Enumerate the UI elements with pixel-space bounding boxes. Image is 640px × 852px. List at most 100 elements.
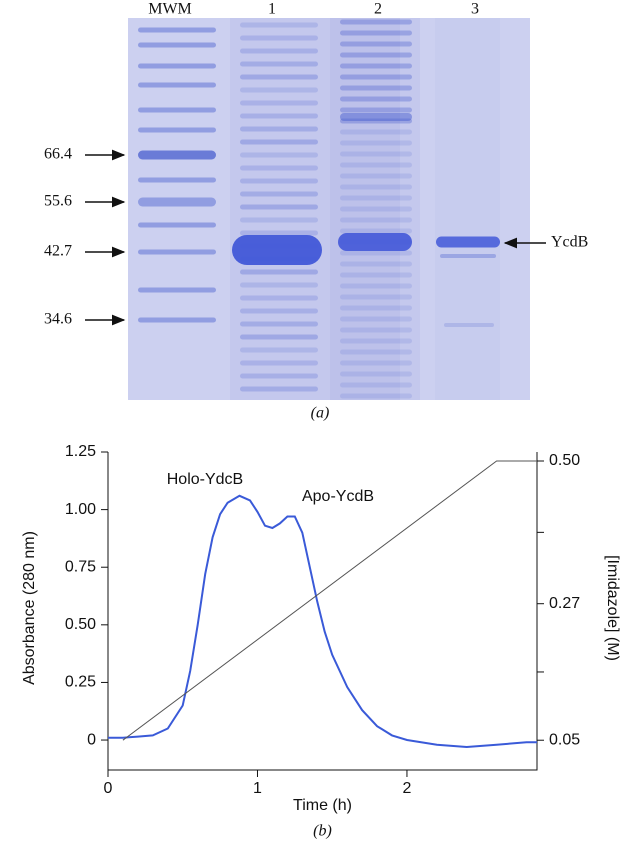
gel-band: [240, 35, 318, 41]
gel-band: [240, 308, 318, 314]
y-tick-label: 1.00: [65, 501, 96, 518]
gel-band: [340, 393, 412, 399]
gel-band: [338, 233, 412, 251]
gel-band: [240, 165, 318, 171]
gel-band: [240, 347, 318, 353]
x-tick-label: 2: [403, 780, 412, 797]
gel-band: [340, 107, 412, 113]
y2-tick-label: 0.50: [549, 452, 580, 469]
gel-band: [240, 126, 318, 132]
gel-lane: [230, 18, 400, 400]
gel-band: [340, 74, 412, 80]
gel-band: [340, 140, 412, 146]
gel-band: [240, 139, 318, 145]
gel-band: [240, 113, 318, 119]
gel-band: [340, 261, 412, 267]
axis-line: [107, 452, 538, 771]
absorbance-line: [108, 494, 537, 749]
lane-label: 1: [268, 1, 276, 18]
gel-band: [340, 173, 412, 179]
gel-band: [138, 177, 216, 183]
marker-label: 34.6: [44, 311, 72, 328]
gel-band: [340, 327, 412, 333]
gel-band: [138, 287, 216, 293]
gel-band: [340, 184, 412, 190]
annotation: Holo-YdcB: [167, 471, 243, 488]
x-axis-label: Time (h): [293, 797, 352, 814]
gel-band: [240, 295, 318, 301]
gel-band: [340, 250, 412, 256]
gel-band: [340, 30, 412, 36]
gel-band: [240, 100, 318, 106]
chart: 0 1 2 0 0.25 0.50 0.75 1.00 1.25 0.05 0.27 0.50 Holo…: [21, 443, 621, 839]
gel-band: [240, 373, 318, 379]
gel-band: [240, 22, 318, 28]
x-tick-label: 0: [104, 780, 113, 797]
y2-axis-label: [Imidazole] (M): [604, 555, 621, 661]
caption: (b): [313, 823, 332, 840]
gel-band: [138, 42, 216, 48]
caption: (a): [311, 405, 330, 422]
gradient-line: [122, 460, 537, 741]
gel-band: [138, 249, 216, 255]
gel-band: [340, 338, 412, 344]
gel-band: [240, 48, 318, 54]
gel-band: [340, 52, 412, 58]
gel-band: [240, 204, 318, 210]
gel-band: [340, 63, 412, 69]
gel-band: [340, 129, 412, 135]
gel-band: [138, 222, 216, 228]
gel-band: [340, 85, 412, 91]
gel-lane: [435, 18, 500, 400]
gel-band: [240, 334, 318, 340]
gel-band: [138, 63, 216, 69]
gel-band: [340, 360, 412, 366]
lane-label: MWM: [148, 1, 192, 18]
gel-band: [240, 386, 318, 392]
gel-band: [138, 197, 216, 207]
gel-band: [240, 87, 318, 93]
gel-band: [340, 316, 412, 322]
x-tick-label: 1: [253, 780, 262, 797]
lane-label: 2: [374, 1, 382, 18]
gel-band: [240, 152, 318, 158]
gel-band: [138, 82, 216, 88]
marker-label: 42.7: [44, 243, 72, 260]
gel-band: [240, 321, 318, 327]
gel-band: [340, 162, 412, 168]
y2-tick-label: 0.05: [549, 731, 580, 748]
gel-band: [444, 323, 494, 327]
y-axis-label: Absorbance (280 nm): [21, 531, 38, 685]
gel-band: [340, 195, 412, 201]
gel-band: [138, 27, 216, 33]
annotation: Apo-YcdB: [302, 488, 374, 505]
y-tick-label: 1.25: [65, 443, 96, 460]
gel-band: [240, 178, 318, 184]
y2-tick-label: 0.27: [549, 595, 580, 612]
gel-band: [232, 235, 322, 265]
gel-band: [340, 371, 412, 377]
marker-label: 66.4: [44, 146, 72, 163]
gel-band: [138, 150, 216, 160]
gel-band: [340, 272, 412, 278]
y-tick-label: 0: [87, 731, 96, 748]
gel-band: [340, 228, 412, 234]
gel-band: [240, 360, 318, 366]
gel-band: [340, 41, 412, 47]
gel-band: [240, 217, 318, 223]
lane-label: 3: [471, 1, 479, 18]
gel-band: [138, 107, 216, 113]
gel-band: [138, 317, 216, 323]
gel-band: [240, 230, 318, 236]
gel-image: [128, 18, 530, 400]
gel-band: [436, 236, 500, 248]
gel-band: [340, 294, 412, 300]
gel-band: [240, 61, 318, 67]
gel-band: [340, 19, 412, 25]
gel-band: [440, 254, 496, 258]
gel-band: [340, 113, 412, 121]
gel-band: [340, 96, 412, 102]
gel-band: [240, 191, 318, 197]
marker-label: 55.6: [44, 193, 72, 210]
